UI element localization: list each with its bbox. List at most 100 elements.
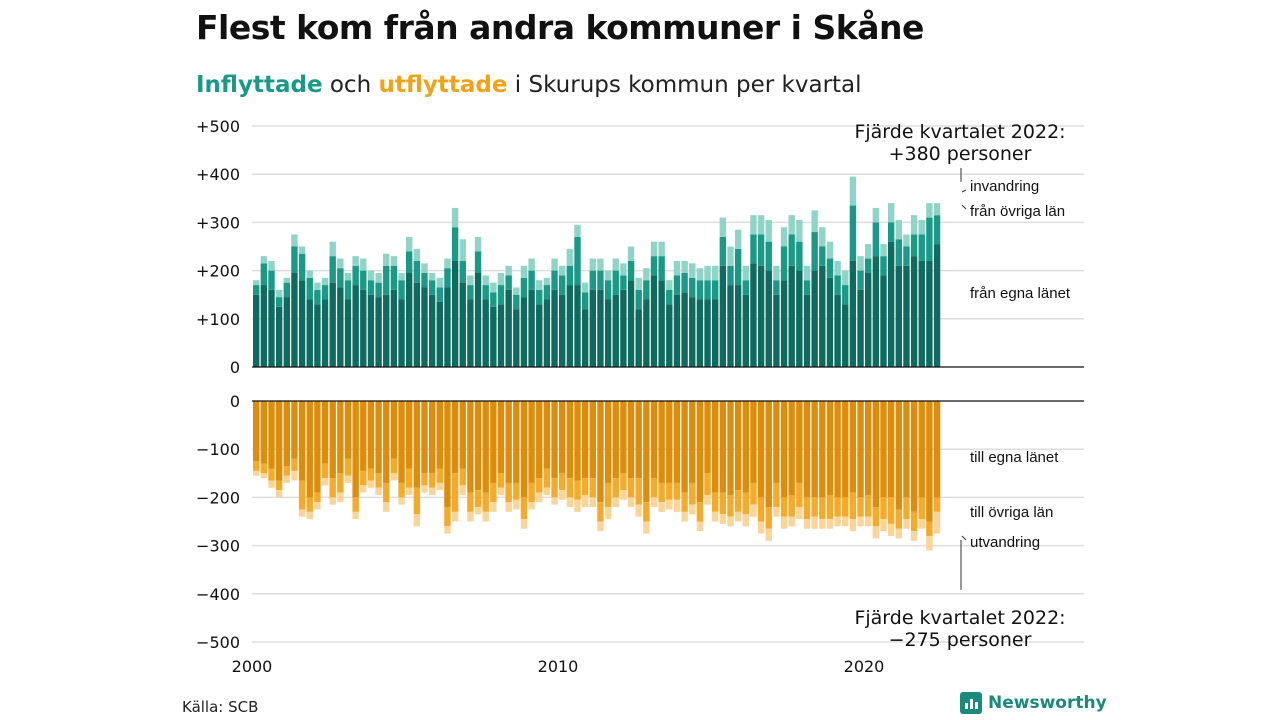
x-tick-label: 2020 bbox=[844, 657, 885, 676]
bar-out-out_utvandring bbox=[337, 492, 344, 503]
bar-out-out_lan bbox=[337, 401, 344, 474]
bar-in-in_invandring bbox=[857, 256, 864, 271]
bar-out-out_ovriga bbox=[910, 511, 918, 532]
bar-out-out_utvandring bbox=[383, 502, 390, 512]
bar-out-out_lan bbox=[390, 401, 398, 459]
bar-in-in_lan bbox=[612, 294, 619, 367]
annotation-top-line1: Fjärde kvartalet 2022: bbox=[854, 121, 1065, 143]
bar-in-in_invandring bbox=[719, 217, 727, 237]
bar-in-in_ovriga bbox=[650, 256, 658, 276]
bar-out-out_utvandring bbox=[903, 519, 910, 529]
bar-in-in_invandring bbox=[543, 277, 551, 286]
bar-out-out_utvandring bbox=[681, 511, 688, 522]
bar-out-out_ovriga bbox=[734, 490, 742, 512]
bar-in-in_ovriga bbox=[880, 256, 887, 276]
label-utvandring: utvandring bbox=[970, 534, 1040, 551]
bar-out-out_utvandring bbox=[627, 497, 635, 508]
bar-in-in_ovriga bbox=[826, 258, 834, 278]
y-tick-label-lower: 0 bbox=[230, 392, 240, 411]
bar-in-in_invandring bbox=[727, 246, 734, 266]
bar-out-out_utvandring bbox=[727, 516, 734, 527]
bar-in-in_lan bbox=[329, 282, 336, 367]
bar-in-in_invandring bbox=[253, 280, 260, 286]
bar-in-in_lan bbox=[865, 273, 872, 367]
bar-out-out_lan bbox=[551, 401, 558, 479]
bar-out-out_ovriga bbox=[811, 497, 818, 517]
bar-in-in_lan bbox=[298, 280, 306, 367]
bar-out-out_ovriga bbox=[604, 482, 612, 508]
bar-in-in_invandring bbox=[650, 241, 658, 257]
bar-out-out_lan bbox=[604, 401, 612, 483]
bar-in-in_invandring bbox=[352, 256, 359, 266]
bar-in-in_ovriga bbox=[283, 282, 290, 298]
bar-in-in_lan bbox=[543, 299, 551, 367]
bar-out-out_utvandring bbox=[444, 526, 451, 534]
bar-in-in_lan bbox=[597, 289, 604, 367]
bar-out-out_utvandring bbox=[796, 507, 803, 520]
bar-in-in_invandring bbox=[788, 215, 795, 235]
bar-in-in_invandring bbox=[926, 203, 933, 218]
y-tick-label-lower: −200 bbox=[196, 488, 240, 507]
bar-out-out_ovriga bbox=[903, 497, 910, 520]
bar-in-in_lan bbox=[918, 260, 925, 367]
bar-in-in_invandring bbox=[589, 258, 596, 271]
bar-in-in_ovriga bbox=[819, 246, 826, 266]
bar-in-in_ovriga bbox=[727, 265, 734, 286]
bar-in-in_lan bbox=[467, 299, 474, 367]
bar-in-in_ovriga bbox=[834, 275, 841, 295]
bar-out-out_utvandring bbox=[643, 521, 650, 534]
bar-in-in_ovriga bbox=[275, 297, 283, 307]
bar-in-in_invandring bbox=[559, 265, 566, 276]
bar-out-out_ovriga bbox=[742, 492, 749, 515]
bar-in-in_lan bbox=[253, 294, 260, 367]
bar-out-out_utvandring bbox=[360, 485, 367, 493]
bar-out-out_lan bbox=[298, 401, 306, 481]
bar-out-out_ovriga bbox=[933, 497, 941, 512]
y-tick-label-upper: +500 bbox=[196, 117, 240, 136]
bar-out-out_ovriga bbox=[597, 502, 604, 522]
bar-out-out_utvandring bbox=[918, 519, 925, 529]
bar-in-in_ovriga bbox=[551, 270, 558, 290]
y-tick-label-lower: −400 bbox=[196, 585, 240, 604]
bar-in-in_ovriga bbox=[260, 263, 268, 286]
bar-out-out_ovriga bbox=[360, 470, 367, 486]
bar-out-out_utvandring bbox=[421, 485, 428, 493]
bar-out-out_lan bbox=[857, 401, 864, 498]
bar-out-out_utvandring bbox=[268, 480, 275, 488]
bar-out-out_utvandring bbox=[696, 521, 704, 532]
bar-in-in_invandring bbox=[597, 258, 604, 271]
bar-out-out_lan bbox=[566, 401, 574, 479]
bar-out-out_ovriga bbox=[406, 468, 413, 488]
bar-out-out_utvandring bbox=[842, 516, 849, 527]
bar-in-in_lan bbox=[903, 265, 910, 367]
bar-out-out_utvandring bbox=[666, 499, 673, 510]
bar-in-in_invandring bbox=[260, 256, 268, 264]
bar-out-out_ovriga bbox=[536, 478, 543, 493]
bar-in-in_lan bbox=[520, 297, 528, 367]
bar-out-out_utvandring bbox=[926, 535, 933, 551]
bar-in-in_invandring bbox=[765, 219, 772, 242]
bar-out-out_ovriga bbox=[826, 494, 834, 520]
bar-in-in_invandring bbox=[773, 265, 780, 281]
bar-out-out_utvandring bbox=[712, 511, 719, 522]
bar-in-in_invandring bbox=[872, 207, 880, 223]
bar-out-out_utvandring bbox=[321, 478, 329, 486]
bar-out-out_ovriga bbox=[635, 478, 642, 505]
bar-out-out_ovriga bbox=[780, 497, 788, 517]
newsworthy-logo: Newsworthy bbox=[960, 692, 1107, 714]
y-tick-label-upper: +200 bbox=[196, 262, 240, 281]
bar-out-out_ovriga bbox=[712, 492, 719, 512]
bar-out-out_lan bbox=[918, 401, 925, 498]
bar-out-out_lan bbox=[520, 401, 528, 498]
bar-in-in_lan bbox=[834, 294, 841, 367]
bar-in-in_invandring bbox=[536, 280, 543, 290]
bar-in-in_lan bbox=[696, 299, 704, 367]
bar-out-out_utvandring bbox=[283, 475, 290, 483]
bar-in-in_ovriga bbox=[566, 265, 574, 286]
bar-out-out_lan bbox=[375, 401, 382, 474]
bar-out-out_ovriga bbox=[750, 482, 757, 505]
bar-out-out_utvandring bbox=[474, 507, 482, 515]
bar-out-out_ovriga bbox=[719, 492, 727, 515]
bar-in-in_lan bbox=[268, 289, 275, 367]
bar-in-in_lan bbox=[788, 265, 795, 367]
